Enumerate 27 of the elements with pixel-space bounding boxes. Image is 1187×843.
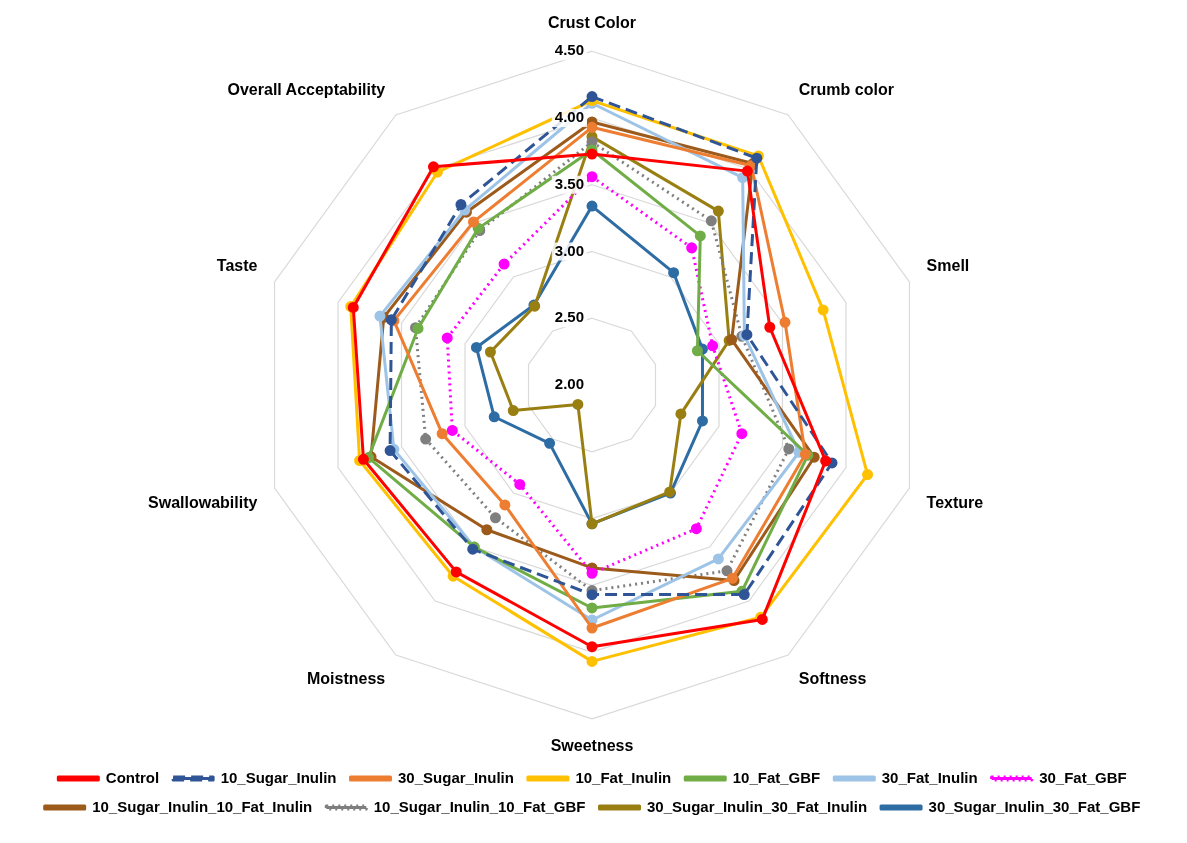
legend-label: 10_Sugar_Inulin	[220, 768, 337, 786]
spoke-label: Texture	[926, 493, 984, 511]
spoke-label: Smell	[926, 257, 970, 275]
legend-label: 30_Sugar_Inulin_30_Fat_GBF	[928, 797, 1141, 815]
legend-label: 30_Fat_Inulin	[881, 768, 978, 786]
y-tick-label: 2.50	[554, 308, 584, 326]
y-tick-label: 4.00	[554, 108, 584, 126]
spoke-label: Crust Color	[548, 14, 636, 32]
legend-label: 30_Sugar_Inulin	[398, 768, 514, 786]
y-tick-label: 2.00	[554, 375, 584, 393]
legend-label: 30_Sugar_Inulin_30_Fat_Inulin	[647, 797, 868, 815]
legend-label: 10_Sugar_Inulin_10_Fat_GBF	[373, 797, 586, 815]
y-tick-label: 3.50	[554, 174, 584, 192]
spoke-label: Overall Acceptability	[227, 81, 386, 99]
spoke-label: Softness	[798, 669, 867, 687]
legend-label: 10_Fat_GBF	[732, 768, 821, 786]
legend-label: Control	[105, 768, 160, 786]
spoke-label: Crumb color	[798, 81, 894, 99]
spoke-label: Taste	[216, 257, 258, 275]
legend-label: 10_Sugar_Inulin_10_Fat_Inulin	[92, 797, 313, 815]
spoke-label: Sweetness	[550, 736, 634, 754]
y-tick-label: 3.00	[554, 241, 584, 259]
legend-label: 10_Fat_Inulin	[575, 768, 672, 786]
spoke-label: Swallowability	[148, 493, 258, 511]
spoke-label: Moistness	[306, 669, 386, 687]
legend-label: 30_Fat_GBF	[1039, 768, 1127, 786]
y-tick-label: 4.50	[554, 41, 584, 59]
